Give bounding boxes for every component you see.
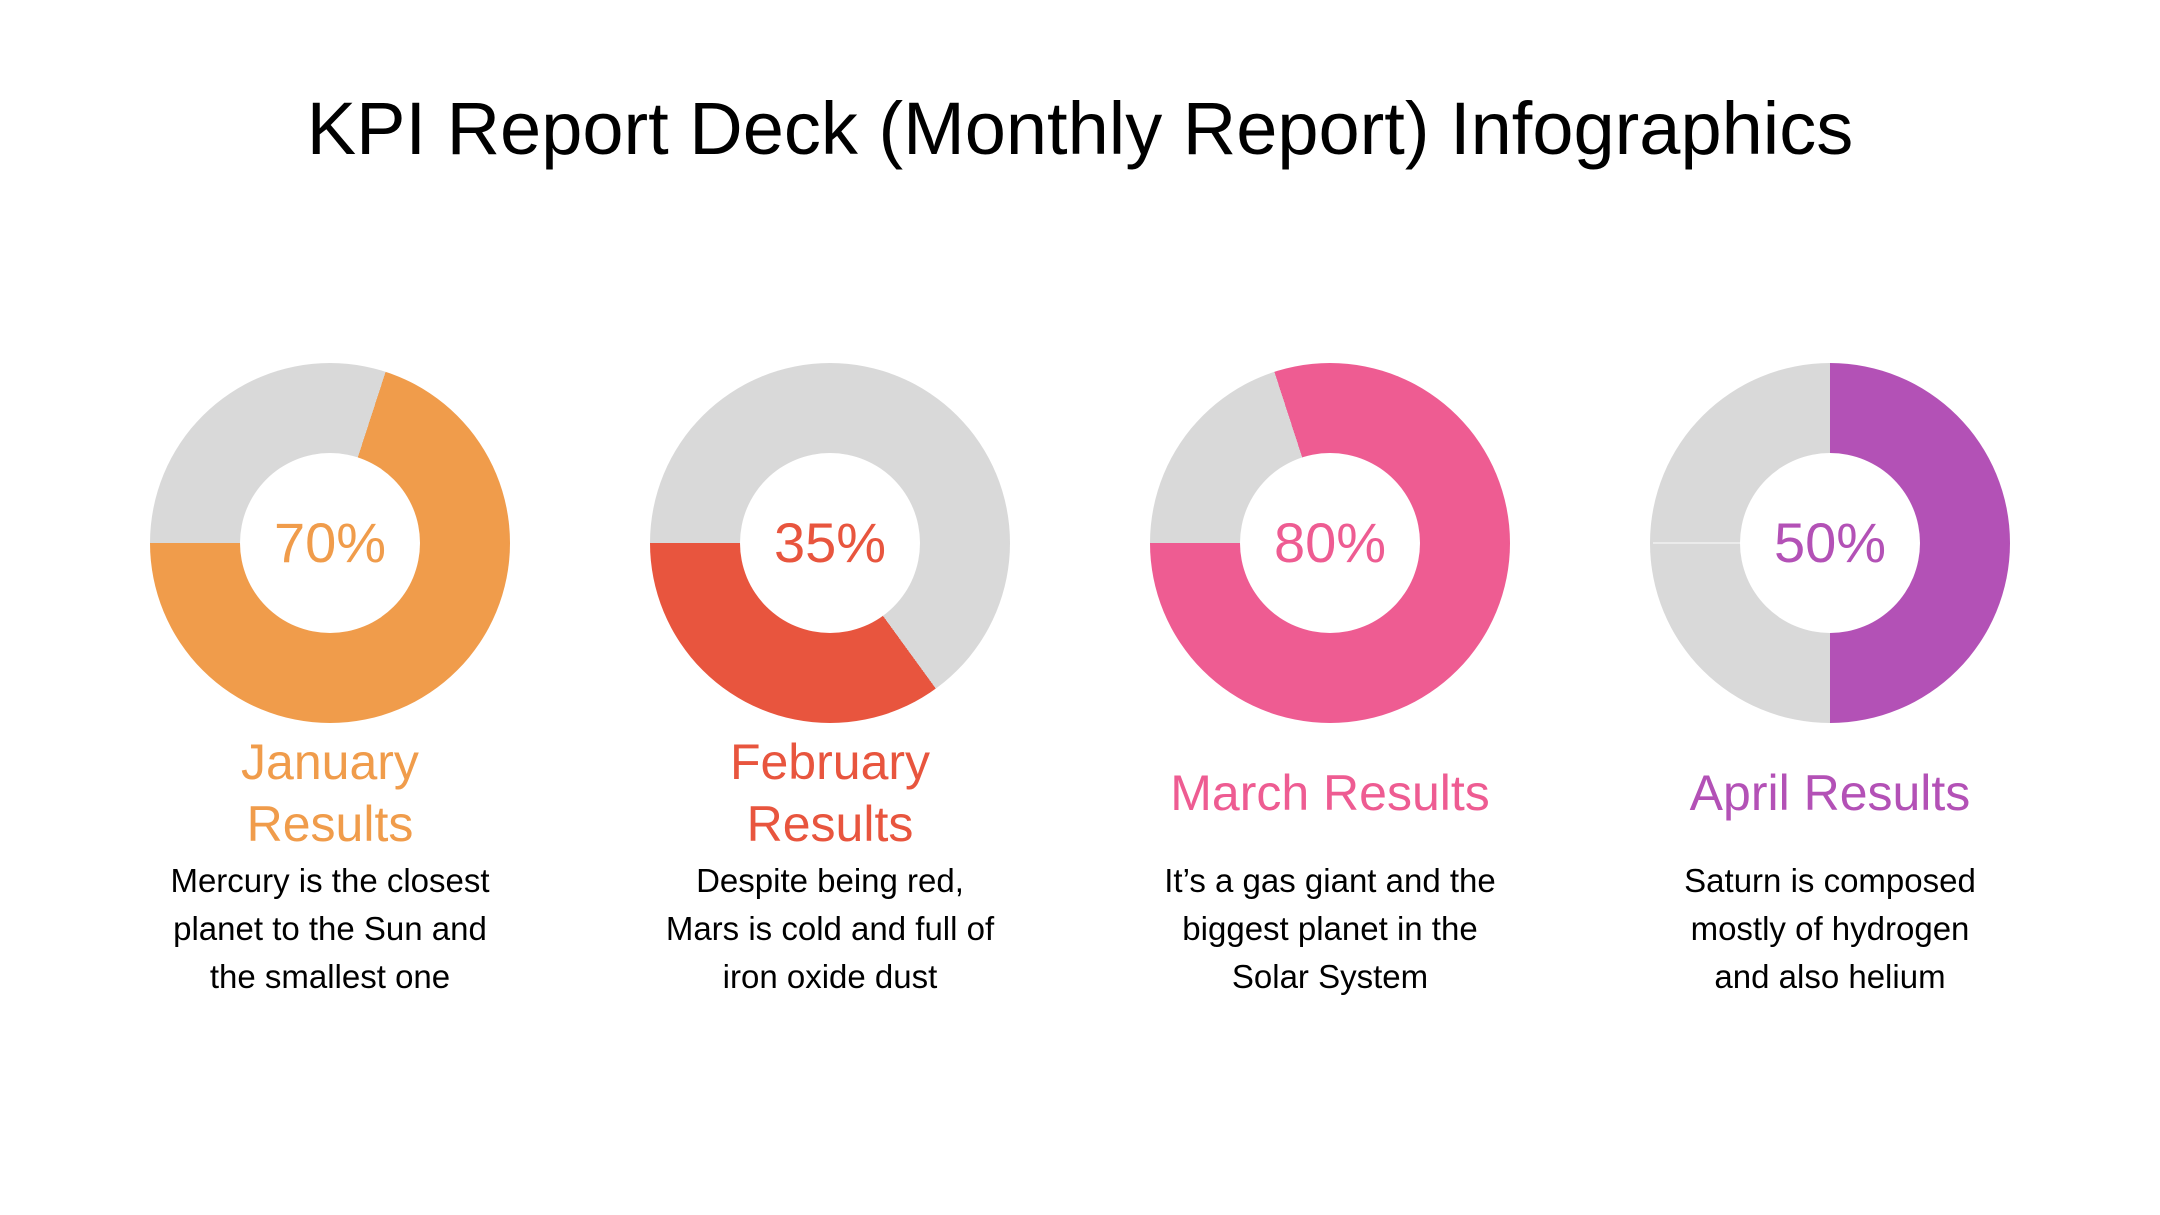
kpi-chart-group-january: 70% January Results Mercury is the close… (130, 363, 530, 1001)
donut-chart: 50% (1650, 363, 2010, 723)
donut-chart: 80% (1150, 363, 1510, 723)
donut-track-seam (1653, 542, 1742, 544)
percent-value: 70% (273, 511, 387, 574)
slide-title: KPI Report Deck (Monthly Report) Infogra… (306, 87, 1854, 170)
percent-value: 80% (1273, 511, 1387, 574)
donut-chart: 35% (650, 363, 1010, 723)
chart-description: It’s a gas giant and the biggest planet … (1164, 862, 1496, 995)
chart-description: Despite being red, Mars is cold and full… (665, 862, 995, 995)
kpi-chart-group-february: 35% February Results Despite being red, … (630, 363, 1030, 1001)
percent-value: 35% (773, 511, 887, 574)
chart-description: Mercury is the closest planet to the Sun… (170, 862, 490, 995)
chart-month-label: February Results (729, 734, 931, 852)
donut-hole: 35% (740, 453, 920, 633)
kpi-chart-group-march: 80% March Results It’s a gas giant and t… (1130, 363, 1530, 1001)
kpi-charts-row: 70% January Results Mercury is the close… (0, 363, 2160, 1001)
donut-hole: 80% (1240, 453, 1420, 633)
chart-month-label: March Results (1170, 765, 1490, 821)
donut-hole: 50% (1740, 453, 1920, 633)
kpi-chart-group-april: 50% April Results Saturn is composed mos… (1630, 363, 2030, 1001)
percent-value: 50% (1773, 511, 1887, 574)
chart-month-label: April Results (1689, 765, 1971, 821)
chart-month-label: January Results (241, 734, 419, 852)
chart-description: Saturn is composed mostly of hydrogen an… (1684, 862, 1976, 995)
donut-hole: 70% (240, 453, 420, 633)
donut-chart: 70% (150, 363, 510, 723)
